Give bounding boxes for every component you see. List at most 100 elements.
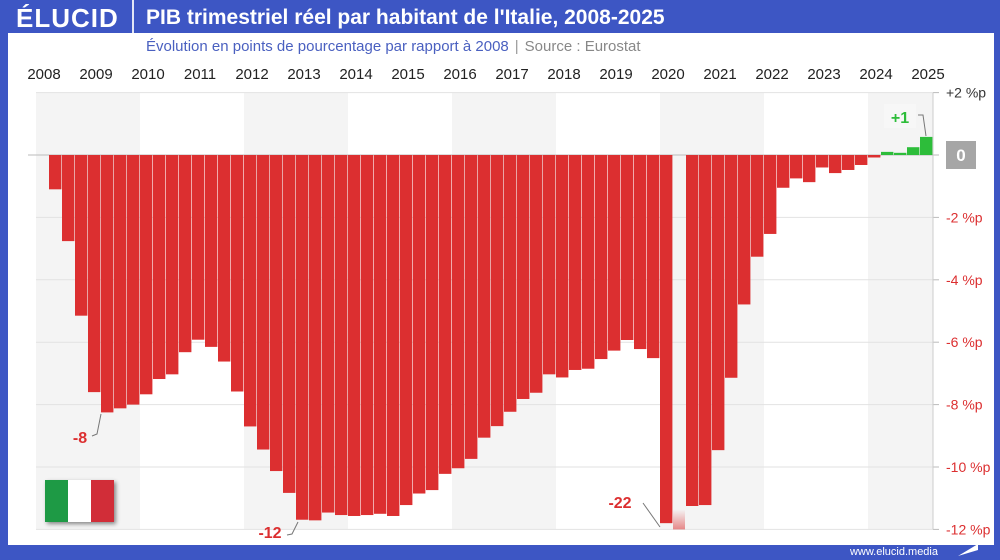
- bar: [335, 155, 348, 516]
- bar: [608, 155, 621, 351]
- bar: [114, 155, 127, 409]
- x-tick-label: 2024: [859, 66, 892, 83]
- bar: [790, 155, 803, 179]
- bar: [374, 155, 387, 514]
- header-divider: [132, 0, 134, 33]
- bar: [192, 155, 205, 340]
- x-tick-label: 2009: [79, 66, 112, 83]
- annotation-leader: [918, 114, 927, 137]
- bar: [231, 155, 244, 392]
- bar: [179, 155, 192, 353]
- x-tick-label: 2021: [703, 66, 736, 83]
- bar: [881, 151, 894, 155]
- bar: [322, 155, 335, 513]
- x-tick-label: 2017: [495, 66, 528, 83]
- bar: [647, 155, 660, 359]
- x-tick-label: 2008: [27, 66, 60, 83]
- y-tick-label: -2 %p: [946, 209, 983, 225]
- bar: [166, 155, 179, 375]
- x-tick-label: 2016: [443, 66, 476, 83]
- y-tick-label: -12 %p: [946, 521, 991, 537]
- bar: [426, 155, 439, 491]
- flag-white-stripe: [68, 480, 91, 522]
- bar: [777, 155, 790, 188]
- annotation-leader: [91, 413, 102, 437]
- y-tick-label: -8 %p: [946, 397, 983, 413]
- bar: [582, 155, 595, 369]
- x-tick-label: 2010: [131, 66, 164, 83]
- bar: [855, 155, 868, 165]
- bar: [400, 155, 413, 506]
- y-tick-label: -6 %p: [946, 334, 983, 350]
- bar: [244, 155, 257, 427]
- italy-flag-icon: [45, 480, 114, 522]
- bar: [660, 155, 673, 524]
- bar: [699, 155, 712, 506]
- bar: [127, 155, 140, 405]
- x-tick-label: 2015: [391, 66, 424, 83]
- annotation-leader: [286, 521, 299, 536]
- bar: [218, 155, 231, 362]
- subtitle-text: Évolution en points de pourcentage par r…: [146, 38, 509, 55]
- x-tick-label: 2018: [547, 66, 580, 83]
- zero-badge: [946, 141, 976, 169]
- bar: [686, 155, 699, 506]
- bar: [842, 155, 855, 170]
- bar: [257, 155, 270, 450]
- x-tick-label: 2012: [235, 66, 268, 83]
- bar: [478, 155, 491, 438]
- x-tick-label: 2013: [287, 66, 320, 83]
- elucid-logo: ÉLUCID: [16, 3, 119, 33]
- annotation-label: +1: [891, 110, 909, 127]
- flag-green-stripe: [45, 480, 68, 522]
- bar: [907, 147, 920, 155]
- bar: [595, 155, 608, 360]
- x-tick-label: 2011: [184, 66, 216, 83]
- annotation-label: -22: [608, 495, 631, 512]
- bar: [205, 155, 218, 347]
- bar: [361, 155, 374, 516]
- y-tick-label: -4 %p: [946, 272, 983, 288]
- bar: [725, 155, 738, 378]
- bar-clipped: [673, 509, 685, 530]
- bar: [270, 155, 283, 472]
- bar: [569, 155, 582, 370]
- bar: [452, 155, 465, 469]
- bar: [283, 155, 296, 493]
- header-bar: ÉLUCID PIB trimestriel réel par habitant…: [0, 0, 1000, 33]
- bar: [491, 155, 504, 427]
- bar: [88, 155, 101, 393]
- x-tick-label: 2020: [651, 66, 684, 83]
- x-tick-label: 2019: [599, 66, 632, 83]
- bar: [296, 155, 309, 520]
- annotation-label: -8: [73, 430, 87, 447]
- year-band: [868, 92, 933, 530]
- bar: [348, 155, 361, 516]
- bar: [712, 155, 725, 451]
- bar: [530, 155, 543, 393]
- bar: [764, 155, 777, 234]
- bar: [829, 155, 842, 174]
- bar: [504, 155, 517, 412]
- chart-title: PIB trimestriel réel par habitant de l'I…: [146, 6, 665, 29]
- bar: [751, 155, 764, 257]
- x-tick-label: 2014: [339, 66, 372, 83]
- bar: [309, 155, 322, 521]
- annotation-label: -12: [258, 525, 281, 542]
- flag-red-stripe: [91, 480, 114, 522]
- chart-subtitle: Évolution en points de pourcentage par r…: [146, 38, 641, 55]
- bar: [634, 155, 647, 350]
- bar: [894, 152, 907, 155]
- bar: [738, 155, 751, 305]
- annotation-box: [884, 104, 916, 128]
- bar: [75, 155, 88, 316]
- bar: [62, 155, 75, 242]
- bar: [920, 136, 933, 155]
- bar: [543, 155, 556, 375]
- x-tick-label: 2023: [807, 66, 840, 83]
- footer-url[interactable]: www.elucid.media: [849, 546, 938, 558]
- bar: [49, 155, 62, 190]
- source-label: Source : Eurostat: [524, 38, 641, 55]
- bar: [517, 155, 530, 399]
